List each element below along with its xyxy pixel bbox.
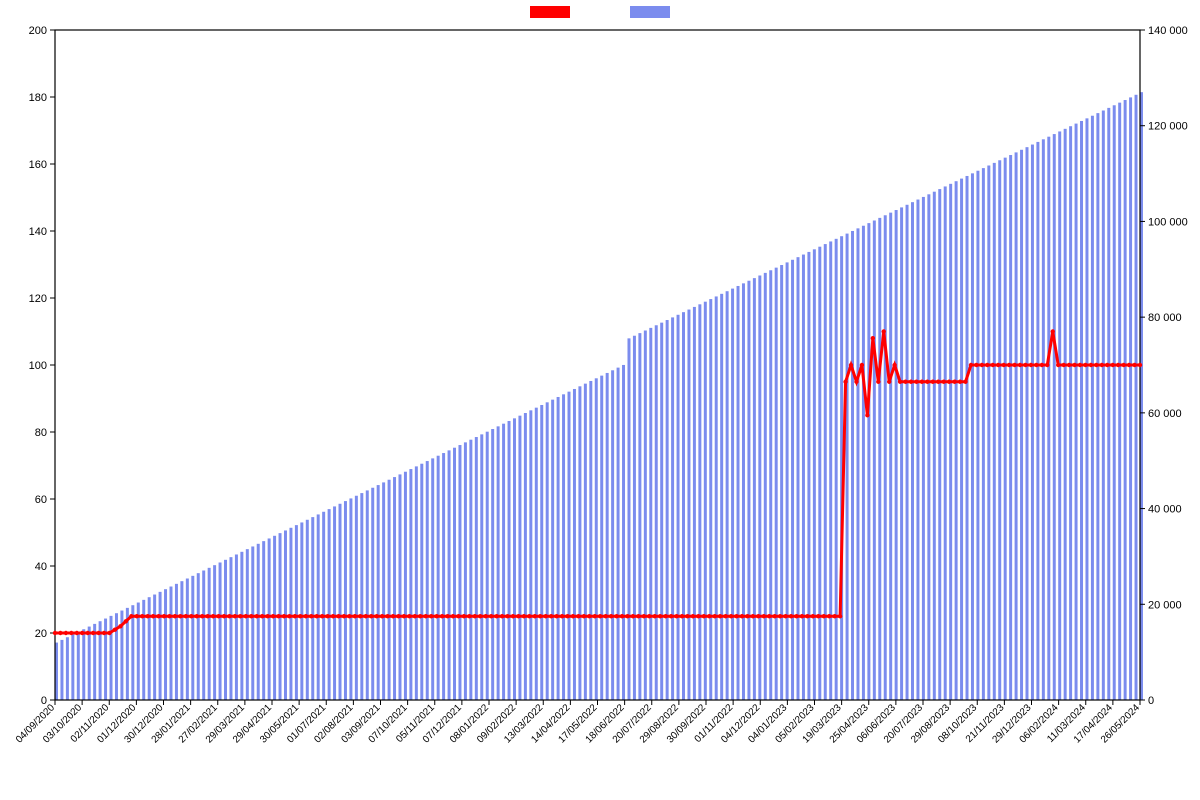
y-left-tick-label: 180 — [29, 92, 47, 104]
y-right-tick-label: 120 000 — [1148, 121, 1188, 133]
y-left-tick-label: 60 — [35, 494, 47, 506]
y-left-tick-label: 20 — [35, 628, 47, 640]
y-right-tick-label: 100 000 — [1148, 216, 1188, 228]
y-right-tick-label: 0 — [1148, 695, 1154, 707]
y-left-tick-label: 140 — [29, 226, 47, 238]
y-left-tick-label: 200 — [29, 25, 47, 37]
y-left-tick-label: 120 — [29, 293, 47, 305]
y-right-tick-label: 20 000 — [1148, 599, 1182, 611]
chart-container: 020406080100120140160180200020 00040 000… — [0, 0, 1200, 800]
y-right-tick-label: 40 000 — [1148, 504, 1182, 516]
y-left-tick-label: 80 — [35, 427, 47, 439]
legend-swatch-bars — [630, 6, 670, 18]
y-left-tick-label: 160 — [29, 159, 47, 171]
combo-chart: 020406080100120140160180200020 00040 000… — [0, 0, 1200, 800]
y-left-tick-label: 40 — [35, 561, 47, 573]
y-right-tick-label: 140 000 — [1148, 25, 1188, 37]
legend-swatch-line — [530, 6, 570, 18]
y-left-tick-label: 100 — [29, 360, 47, 372]
y-right-tick-label: 80 000 — [1148, 312, 1182, 324]
y-right-tick-label: 60 000 — [1148, 408, 1182, 420]
